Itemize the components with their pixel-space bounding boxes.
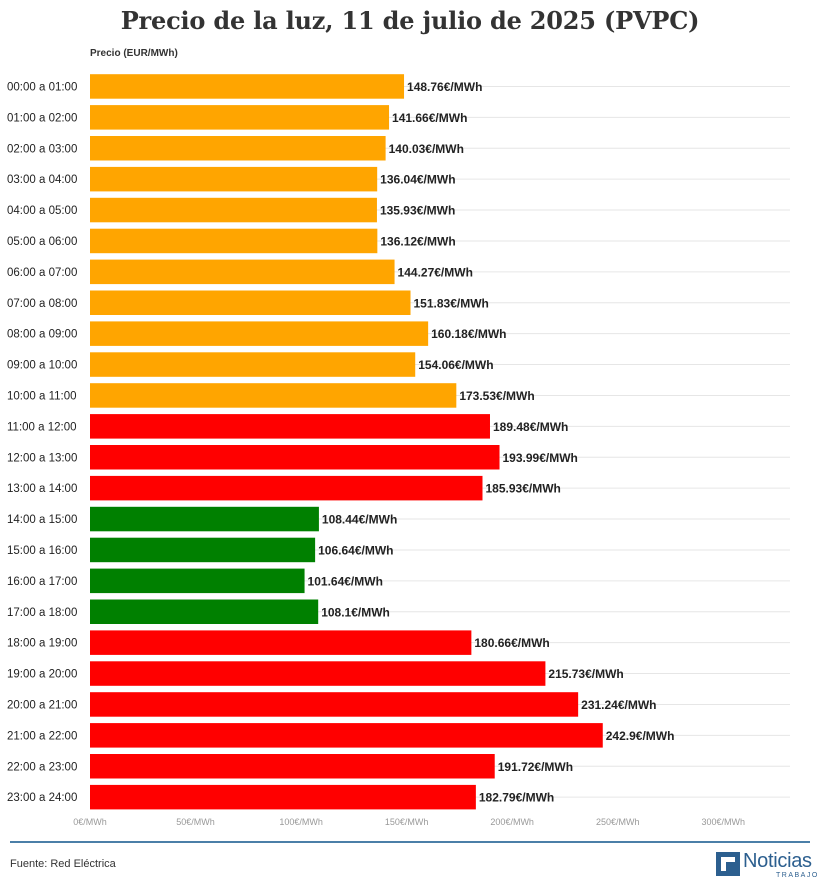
logo-subtitle: TRABAJO xyxy=(776,872,819,879)
noticias-trabajo-logo-icon xyxy=(716,852,740,876)
bar xyxy=(90,74,405,99)
category-label: 03:00 a 04:00 xyxy=(7,174,77,186)
category-label: 10:00 a 11:00 xyxy=(7,390,77,402)
category-label: 14:00 a 15:00 xyxy=(7,514,77,526)
bar xyxy=(90,383,457,408)
category-label: 17:00 a 18:00 xyxy=(7,607,77,619)
data-label: 180.66€/MWh xyxy=(474,636,549,650)
data-label: 108.1€/MWh xyxy=(321,605,390,619)
data-label: 189.48€/MWh xyxy=(493,420,568,434)
source-note: Fuente: Red Eléctrica xyxy=(10,858,116,870)
category-label: 12:00 a 13:00 xyxy=(7,452,77,464)
bar xyxy=(90,537,316,563)
bar xyxy=(90,506,319,532)
bar xyxy=(90,259,395,285)
bar xyxy=(90,599,319,624)
category-label: 04:00 a 05:00 xyxy=(7,205,77,217)
category-label: 06:00 a 07:00 xyxy=(7,267,77,279)
data-label: 173.53€/MWh xyxy=(459,389,534,403)
data-label: 135.93€/MWh xyxy=(380,204,455,218)
bar xyxy=(90,166,378,192)
bar xyxy=(90,475,483,501)
category-label: 11:00 a 12:00 xyxy=(7,421,77,433)
data-label: 108.44€/MWh xyxy=(322,513,397,527)
category-label: 07:00 a 08:00 xyxy=(7,298,77,310)
x-tick-label: 250€/MWh xyxy=(596,817,640,827)
x-tick-label: 200€/MWh xyxy=(490,817,534,827)
data-label: 191.72€/MWh xyxy=(498,760,573,774)
data-label: 231.24€/MWh xyxy=(581,698,656,712)
category-label: 13:00 a 14:00 xyxy=(7,483,77,495)
bar xyxy=(90,692,579,717)
bar xyxy=(90,321,429,346)
data-label: 193.99€/MWh xyxy=(503,451,578,465)
bar xyxy=(90,568,305,594)
x-tick-label: 100€/MWh xyxy=(279,817,323,827)
bar xyxy=(90,784,476,810)
category-label: 21:00 a 22:00 xyxy=(7,730,77,742)
bar xyxy=(90,754,495,779)
category-label: 18:00 a 19:00 xyxy=(7,638,77,650)
category-label: 19:00 a 20:00 xyxy=(7,669,77,681)
category-label: 16:00 a 17:00 xyxy=(7,576,77,588)
bar xyxy=(90,228,378,254)
category-label: 09:00 a 10:00 xyxy=(7,360,77,372)
data-label: 144.27€/MWh xyxy=(398,265,473,279)
data-label: 154.06€/MWh xyxy=(418,358,493,372)
bar xyxy=(90,414,490,439)
bar xyxy=(90,723,603,748)
bar xyxy=(90,290,411,315)
bar xyxy=(90,661,546,686)
data-label: 151.83€/MWh xyxy=(414,296,489,310)
bar xyxy=(90,630,472,655)
x-tick-label: 50€/MWh xyxy=(176,817,215,827)
logo-wordmark: Noticias xyxy=(743,850,812,872)
x-tick-label: 150€/MWh xyxy=(385,817,429,827)
category-label: 05:00 a 06:00 xyxy=(7,236,77,248)
data-label: 140.03€/MWh xyxy=(389,142,464,156)
data-label: 182.79€/MWh xyxy=(479,791,554,805)
data-label: 242.9€/MWh xyxy=(606,729,675,743)
bar xyxy=(90,445,500,470)
category-label: 02:00 a 03:00 xyxy=(7,143,77,155)
axis-title: Precio (EUR/MWh) xyxy=(90,48,178,59)
x-tick-label: 300€/MWh xyxy=(702,817,746,827)
data-label: 136.04€/MWh xyxy=(380,173,455,187)
data-label: 106.64€/MWh xyxy=(318,543,393,557)
noticias-trabajo-logo: Noticias TRABAJO xyxy=(716,850,819,880)
data-label: 185.93€/MWh xyxy=(485,482,560,496)
category-label: 22:00 a 23:00 xyxy=(7,761,77,773)
data-label: 101.64€/MWh xyxy=(308,574,383,588)
category-label: 23:00 a 24:00 xyxy=(7,792,77,804)
data-label: 136.12€/MWh xyxy=(380,234,455,248)
category-label: 00:00 a 01:00 xyxy=(7,81,77,93)
chart-title: Precio de la luz, 11 de julio de 2025 (P… xyxy=(120,6,700,35)
data-label: 215.73€/MWh xyxy=(548,667,623,681)
bar xyxy=(90,105,390,130)
bar xyxy=(90,352,416,377)
bar xyxy=(90,136,386,161)
bar-chart: 0€/MWh 50€/MWh 100€/MWh 150€/MWh 200€/MWh 250… xyxy=(7,48,790,827)
data-label: 148.76€/MWh xyxy=(407,80,482,94)
category-label: 08:00 a 09:00 xyxy=(7,329,77,341)
data-label: 160.18€/MWh xyxy=(431,327,506,341)
bar xyxy=(90,197,377,223)
category-label: 01:00 a 02:00 xyxy=(7,112,77,124)
footer-divider xyxy=(10,841,810,843)
category-label: 15:00 a 16:00 xyxy=(7,545,77,557)
category-label: 20:00 a 21:00 xyxy=(7,699,77,711)
data-label: 141.66€/MWh xyxy=(392,111,467,125)
x-tick-label: 0€/MWh xyxy=(73,817,107,827)
